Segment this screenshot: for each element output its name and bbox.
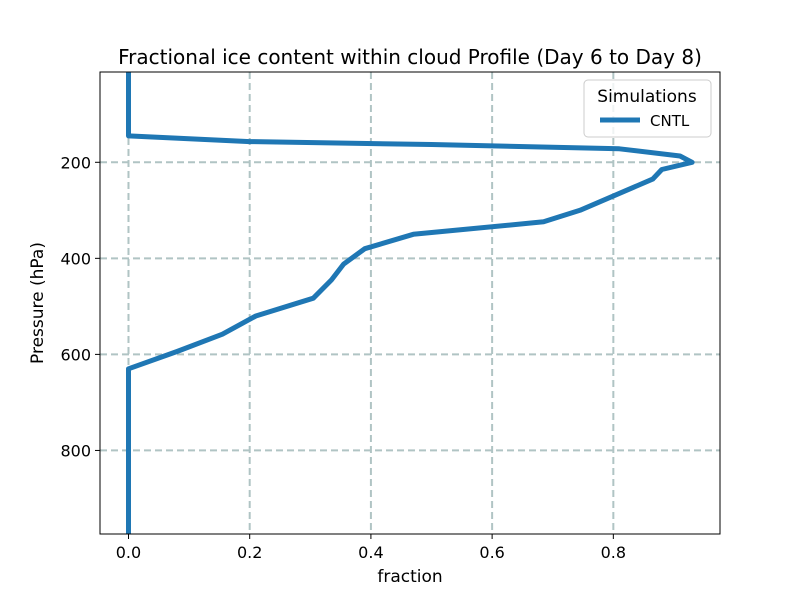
x-tick-label: 0.4	[358, 543, 383, 562]
chart-title: Fractional ice content within cloud Prof…	[118, 45, 702, 69]
legend-frame	[583, 79, 712, 138]
y-tick-label: 800	[60, 441, 91, 460]
x-tick-label: 0.2	[237, 543, 262, 562]
legend: Simulations CNTL	[583, 79, 712, 138]
y-axis: 200 400 600 800	[60, 153, 100, 460]
series-layer	[126, 72, 695, 534]
y-tick-label: 400	[60, 249, 91, 268]
plot-area-frame	[99, 71, 721, 535]
y-tick-label: 600	[60, 345, 91, 364]
legend-title: Simulations	[597, 87, 697, 107]
x-axis: 0.0 0.2 0.4 0.6 0.8	[116, 534, 626, 562]
legend-label-cntl: CNTL	[650, 112, 690, 130]
x-tick-label: 0.6	[479, 543, 504, 562]
grid	[100, 72, 720, 534]
x-tick-label: 0.0	[116, 543, 141, 562]
y-axis-label: Pressure (hPa)	[28, 242, 48, 364]
series-line-cntl	[126, 72, 695, 534]
x-axis-label: fraction	[377, 567, 442, 587]
y-tick-label: 200	[60, 153, 91, 172]
x-tick-label: 0.8	[601, 543, 626, 562]
